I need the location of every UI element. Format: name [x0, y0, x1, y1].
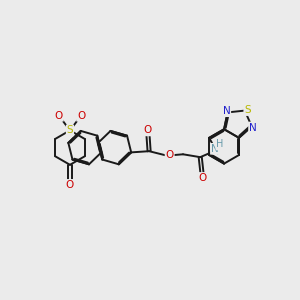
Text: O: O — [144, 125, 152, 135]
Text: O: O — [66, 180, 74, 190]
Text: N: N — [249, 122, 257, 133]
Text: S: S — [67, 125, 73, 135]
Text: N: N — [211, 144, 219, 154]
Text: N: N — [223, 106, 230, 116]
Text: O: O — [166, 149, 174, 160]
Text: H: H — [216, 140, 224, 149]
Text: S: S — [244, 105, 251, 115]
Text: O: O — [77, 111, 85, 121]
Text: O: O — [55, 111, 63, 121]
Text: O: O — [199, 173, 207, 183]
